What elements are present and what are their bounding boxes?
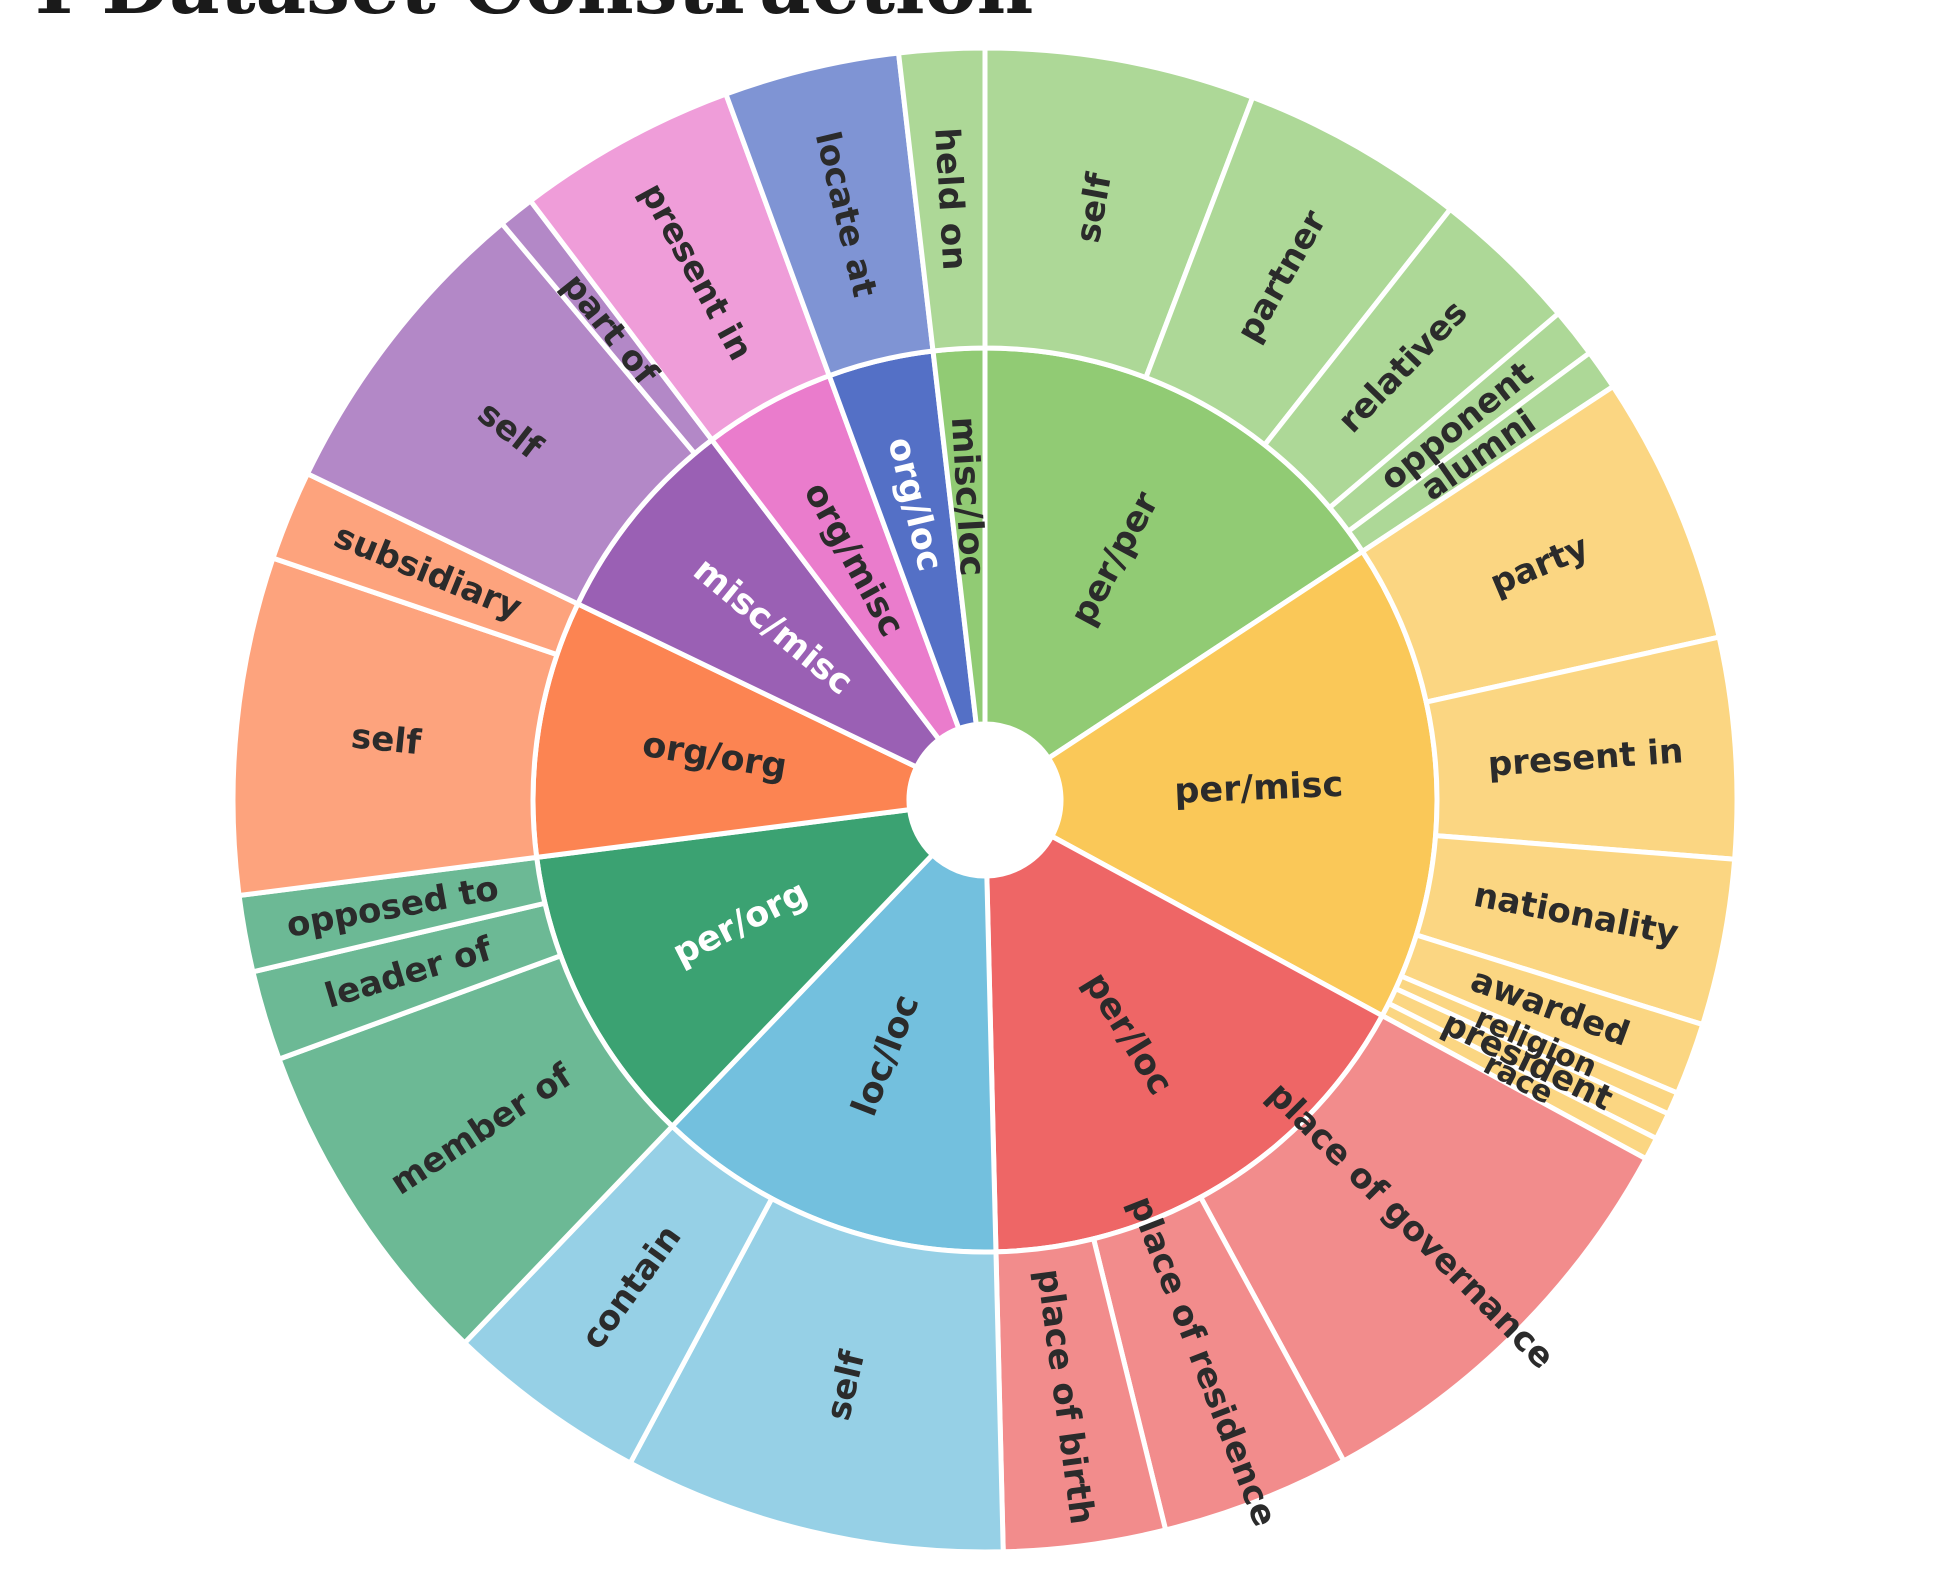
outer-label-misc-loc-held-on: held on [926, 127, 974, 272]
inner-label-per-misc: per/misc [1174, 765, 1344, 812]
outer-label-org-org-self: self [349, 716, 424, 763]
page-heading: 4 Dataset Construction [20, 0, 1033, 26]
inner-label-misc-loc: misc/loc [943, 416, 992, 578]
outer-ring [230, 45, 1740, 1555]
outer-segment-misc-loc-held-on [896, 45, 988, 354]
